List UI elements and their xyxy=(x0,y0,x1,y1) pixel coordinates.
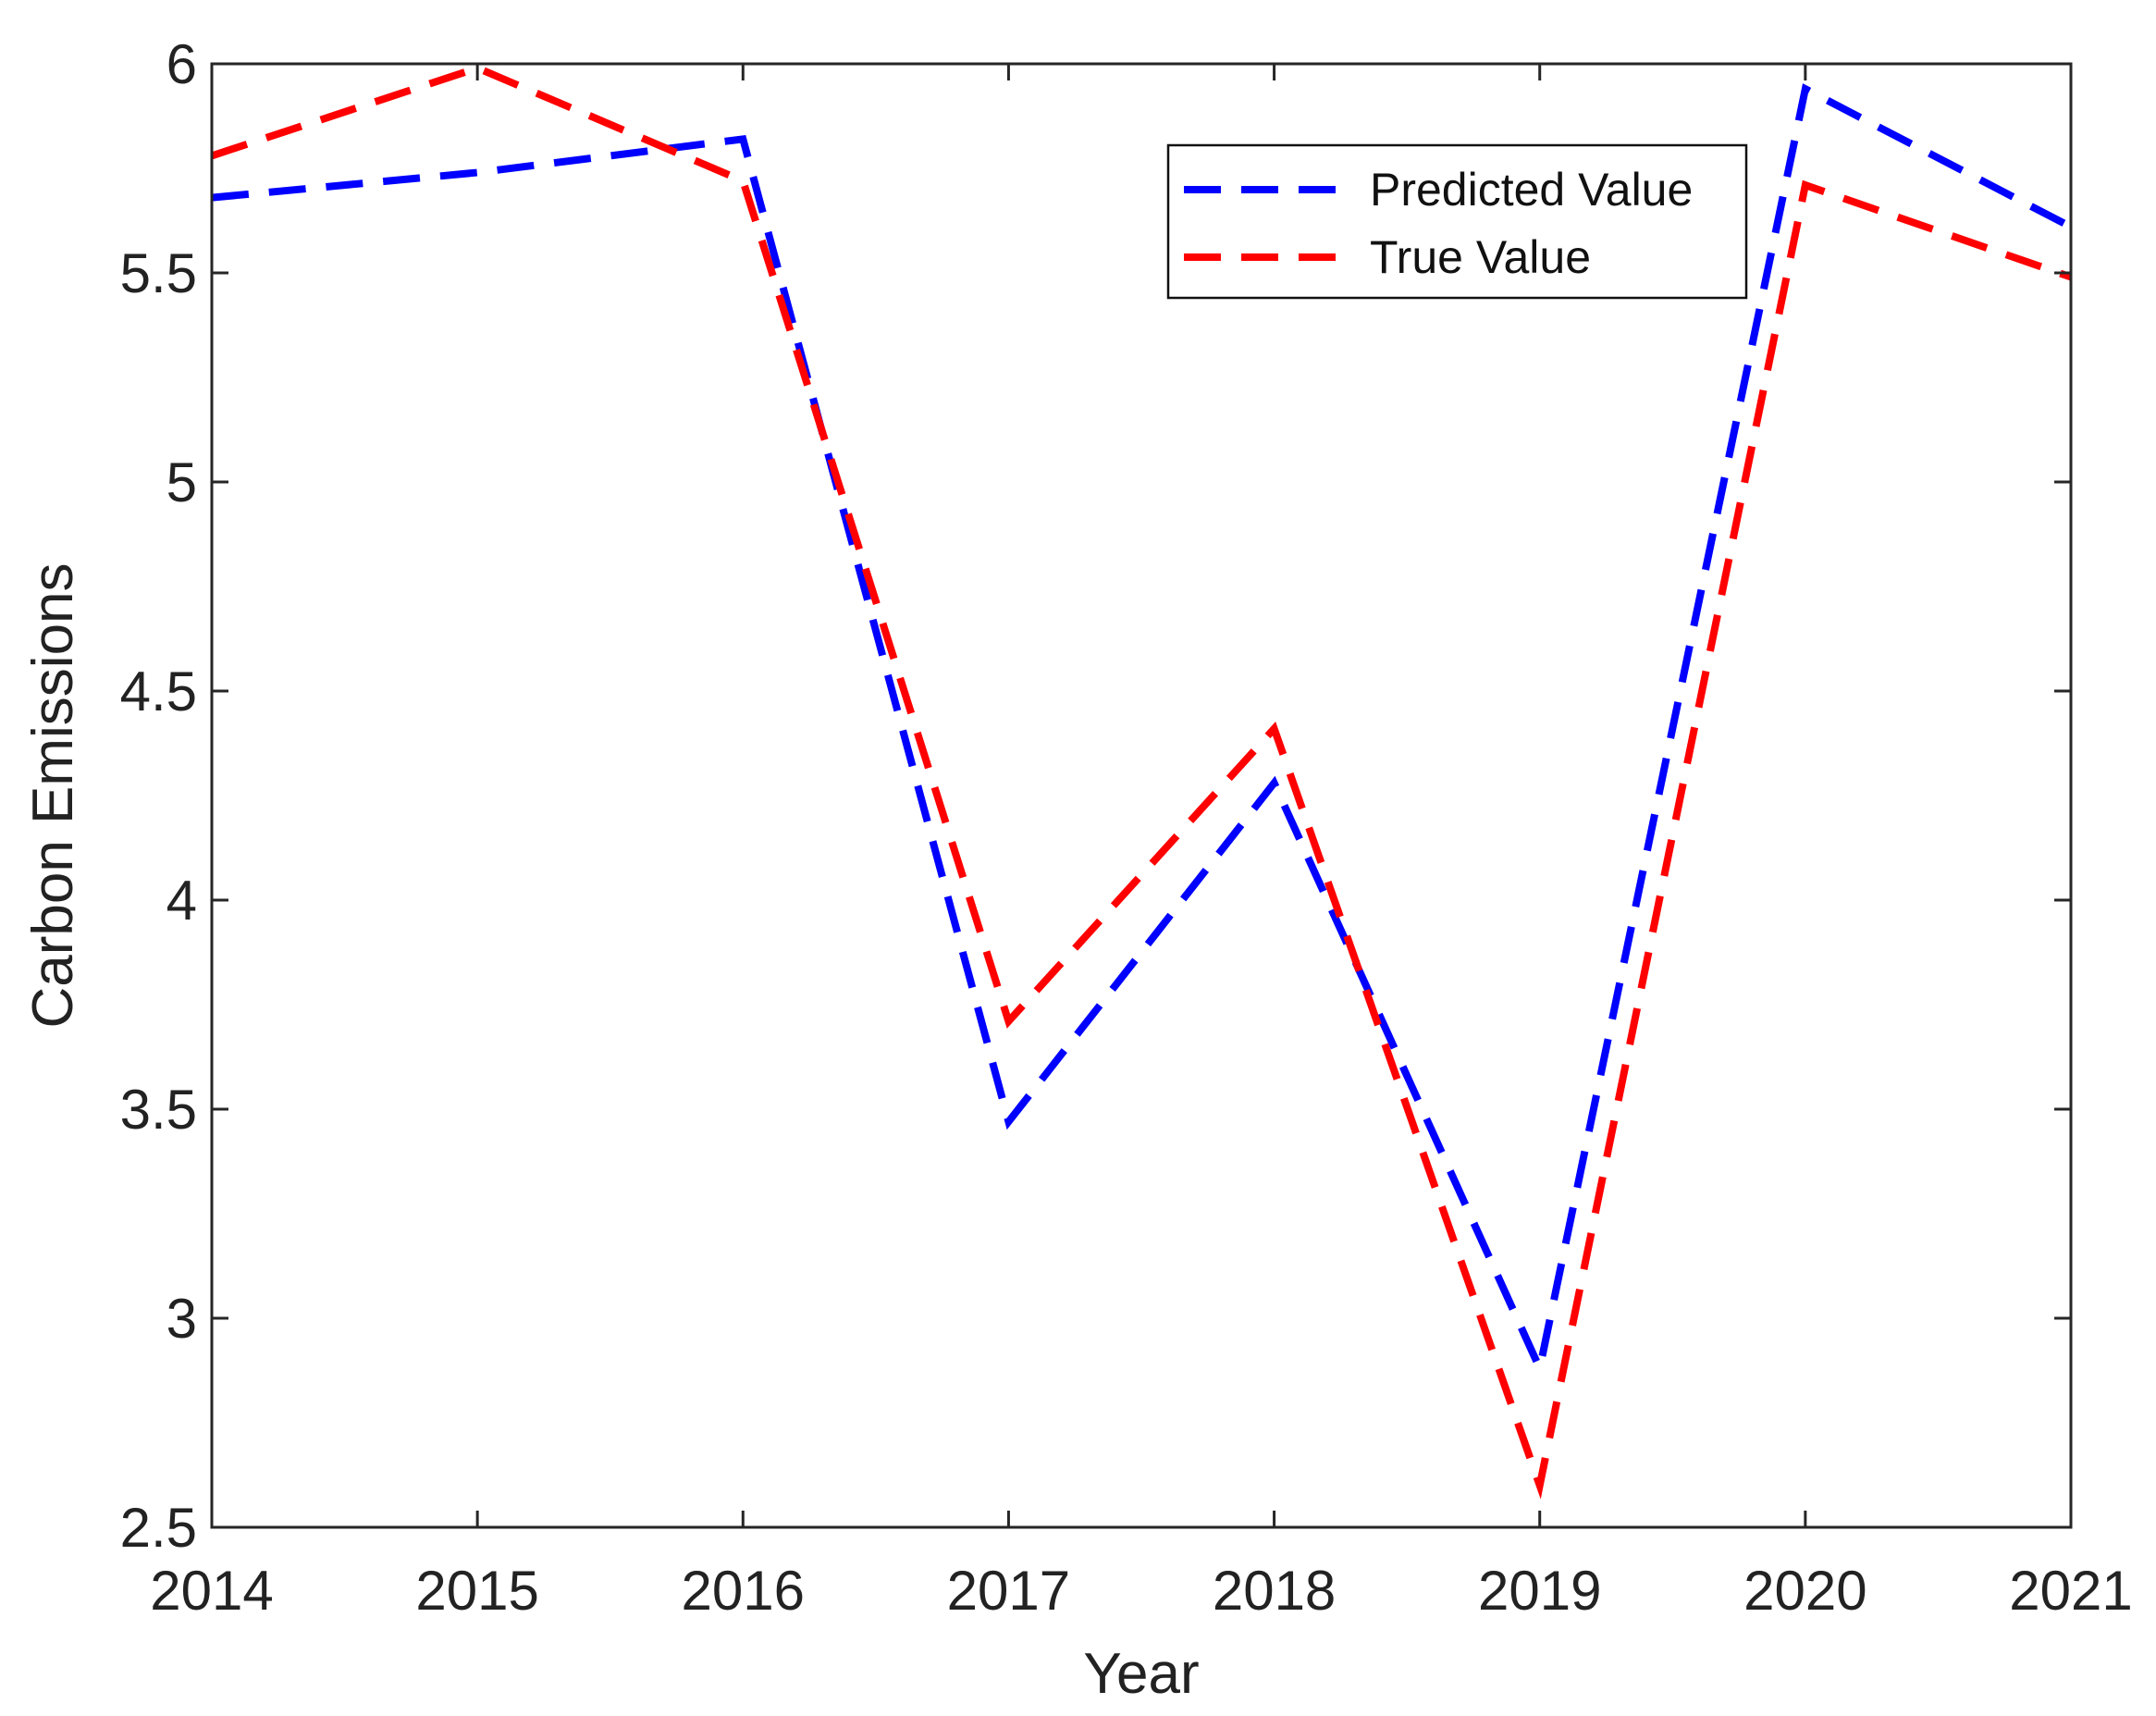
y-tick-label: 3.5 xyxy=(120,1079,197,1141)
y-tick-label: 5.5 xyxy=(120,242,197,304)
y-tick-label: 4 xyxy=(166,870,197,932)
x-tick-label: 2015 xyxy=(415,1560,538,1622)
x-tick-label: 2014 xyxy=(150,1560,273,1622)
y-tick-label: 5 xyxy=(166,451,197,513)
y-tick-label: 2.5 xyxy=(120,1497,197,1559)
series-line-true-value xyxy=(210,64,2073,1500)
y-tick-label: 3 xyxy=(166,1288,197,1350)
series-layer xyxy=(210,64,2073,1500)
x-axis-tick-labels: 2014 2015 2016 2017 2018 2019 2020 2021 xyxy=(150,1560,2132,1622)
x-tick-label: 2019 xyxy=(1478,1560,1601,1622)
legend-label-true-value: True Value xyxy=(1370,231,1591,283)
legend-box xyxy=(1166,143,1748,300)
x-tick-label: 2018 xyxy=(1213,1560,1336,1622)
x-tick-label: 2021 xyxy=(2009,1560,2132,1622)
series-line-predicted-value xyxy=(211,83,2073,1381)
y-axis-title: Carbon Emissions xyxy=(21,562,85,1028)
x-tick-label: 2020 xyxy=(1743,1560,1866,1622)
axis-ticks xyxy=(210,62,2073,1529)
legend-label-predicted-value: Predicted Value xyxy=(1370,164,1693,216)
plot-frame xyxy=(210,62,2073,1529)
x-tick-label: 2017 xyxy=(947,1560,1070,1622)
legend: Predicted Value True Value xyxy=(1166,143,1748,300)
x-tick-label: 2016 xyxy=(682,1560,805,1622)
y-tick-label: 4.5 xyxy=(120,660,197,722)
x-axis-title: Year xyxy=(1083,1642,1199,1706)
y-tick-label: 6 xyxy=(166,33,197,95)
y-axis-tick-labels: 2.5 3 3.5 4 4.5 5 5.5 6 xyxy=(120,33,197,1559)
